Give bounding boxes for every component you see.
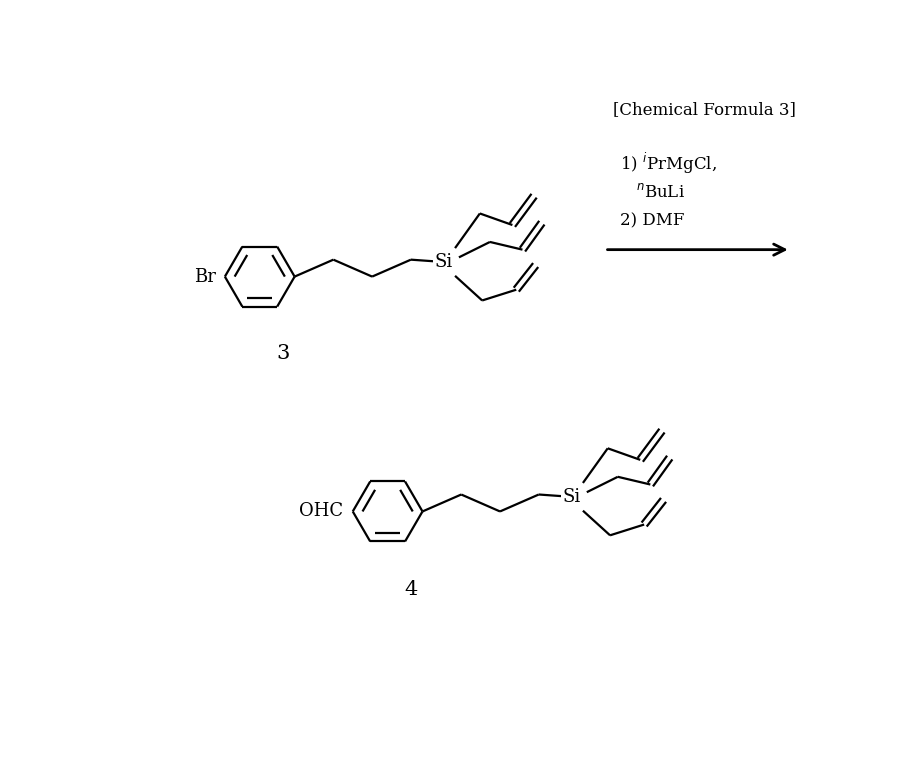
Text: 1) $^{i}$PrMgCl,: 1) $^{i}$PrMgCl, bbox=[620, 151, 717, 176]
Text: 3: 3 bbox=[276, 344, 290, 363]
Text: $^{n}$BuLi: $^{n}$BuLi bbox=[635, 183, 685, 201]
Text: Br: Br bbox=[194, 268, 216, 285]
Text: [Chemical Formula 3]: [Chemical Formula 3] bbox=[613, 101, 796, 118]
Text: Si: Si bbox=[435, 253, 453, 271]
Text: 4: 4 bbox=[404, 581, 418, 600]
Text: Si: Si bbox=[562, 488, 580, 506]
Text: OHC: OHC bbox=[300, 503, 344, 520]
Text: 2) DMF: 2) DMF bbox=[620, 213, 685, 230]
